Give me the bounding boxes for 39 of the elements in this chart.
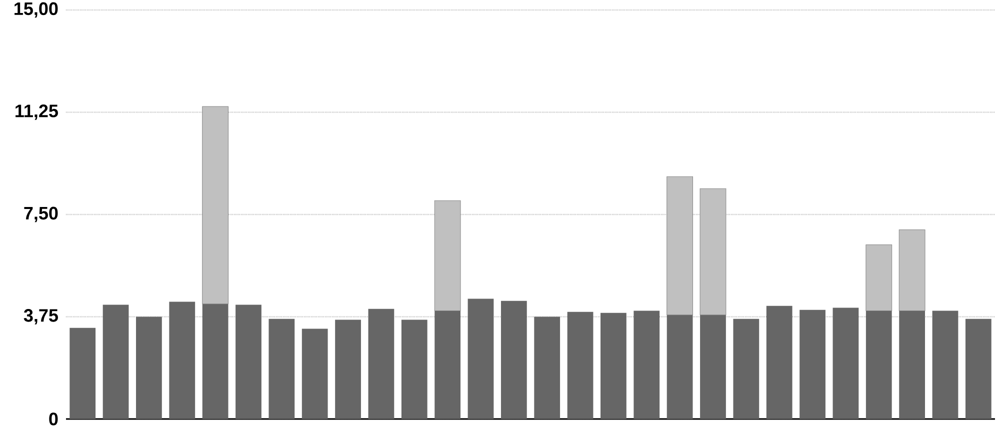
bar [202,106,228,304]
bar [302,328,328,419]
bar [136,316,162,419]
bar [567,312,594,419]
bar [500,300,527,419]
bar [666,176,694,316]
bar [700,314,726,419]
bar [634,310,660,419]
y-tick-label: 11,25 [16,104,58,120]
bar [832,308,859,419]
bar [666,314,693,419]
bar [766,306,792,419]
bar [401,320,428,419]
bar [534,316,560,419]
bar [965,318,992,419]
bar [268,318,295,419]
bar [866,310,892,419]
bar [898,230,926,312]
bar [169,302,196,419]
bar [733,318,760,419]
bar [600,312,626,419]
bar [70,328,96,419]
bar [899,310,925,419]
bar [335,320,361,419]
y-tick-label: 0 [49,412,58,426]
y-tick-label: 15,00 [14,2,58,18]
bar [434,200,461,312]
bar [932,310,958,419]
bar [102,304,129,419]
y-tick-label: 3,75 [24,309,58,324]
bar [236,304,262,419]
y-tick-label: 7,50 [24,206,58,222]
bar [368,308,394,419]
bar [700,188,726,316]
bar [468,298,494,419]
bar [800,310,826,419]
bar [202,304,228,419]
bar [866,244,892,312]
bar [434,310,460,419]
